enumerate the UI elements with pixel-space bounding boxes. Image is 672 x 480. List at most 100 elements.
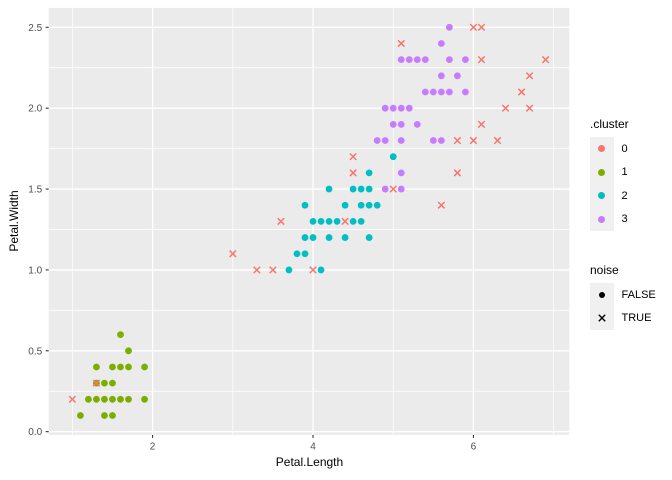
- data-point-cluster-1: [125, 347, 132, 355]
- data-point-noise-cluster-0: [277, 217, 285, 226]
- cluster-0-dot-icon: [598, 145, 606, 153]
- y-tick-label: 0.5: [28, 346, 42, 357]
- x-tick-label: 6: [471, 441, 477, 452]
- data-point-cluster-3: [421, 56, 429, 64]
- data-point-noise-cluster-0: [68, 395, 77, 404]
- data-point-noise-cluster-0: [469, 136, 478, 145]
- data-point-noise-cluster-0: [469, 23, 478, 32]
- data-point-cluster-2: [301, 250, 309, 258]
- data-point-cluster-3: [397, 137, 405, 144]
- data-point-cluster-1: [101, 395, 108, 403]
- data-point-cluster-1: [93, 363, 100, 371]
- y-axis-title: Petal.Width: [7, 190, 21, 252]
- data-point-noise-cluster-0: [349, 169, 357, 177]
- data-point-cluster-3: [437, 137, 445, 144]
- data-point-noise-cluster-0: [525, 72, 534, 80]
- panel-background: [48, 7, 570, 435]
- legend-cluster-items: 0 1 2 3: [590, 137, 629, 231]
- data-point-cluster-1: [101, 379, 108, 387]
- data-point-cluster-3: [405, 104, 413, 112]
- data-point-cluster-3: [437, 40, 445, 47]
- data-point-cluster-1: [117, 363, 124, 371]
- x-axis-title: Petal.Length: [275, 455, 344, 469]
- legend-cluster: .cluster 0 1 2 3: [590, 117, 629, 231]
- data-point-cluster-1: [117, 395, 124, 403]
- data-point-cluster-2: [317, 218, 325, 225]
- data-point-cluster-2: [309, 218, 317, 225]
- data-point-cluster-3: [389, 104, 397, 112]
- cluster-2-dot-icon: [598, 192, 606, 200]
- y-tick-label: 2.0: [28, 104, 42, 115]
- data-point-noise-cluster-0: [269, 266, 277, 274]
- data-point-noise-cluster-0: [397, 39, 405, 48]
- data-point-noise-cluster-0: [477, 120, 486, 129]
- legend-cluster-label: 2: [621, 189, 628, 202]
- data-point-noise-cluster-0: [453, 136, 462, 145]
- legend-cluster-label: 1: [621, 166, 628, 179]
- data-point-noise-cluster-0: [309, 266, 317, 274]
- legend-cluster-item-3: 3: [590, 207, 629, 231]
- cluster-3-dot-icon: [598, 215, 606, 223]
- data-point-cluster-3: [397, 185, 405, 193]
- y-tick-label: 2.5: [28, 23, 42, 34]
- data-point-cluster-3: [421, 88, 429, 96]
- data-point-cluster-2: [341, 201, 349, 209]
- legend-noise-title: noise: [590, 263, 619, 277]
- data-point-noise-cluster-0: [92, 379, 101, 387]
- data-point-cluster-1: [109, 363, 116, 371]
- data-point-cluster-3: [445, 23, 453, 31]
- data-point-cluster-3: [429, 137, 437, 144]
- cluster-1-dot-icon: [598, 168, 606, 176]
- data-point-noise-cluster-0: [349, 152, 357, 161]
- legend-key: [590, 137, 614, 161]
- data-point-cluster-2: [349, 185, 357, 193]
- data-point-cluster-2: [357, 185, 365, 193]
- legend-key: [590, 283, 614, 307]
- y-tick-label: 1.0: [28, 265, 42, 276]
- data-point-cluster-3: [397, 169, 405, 177]
- legend-noise: noise FALSE TRUE: [590, 263, 656, 330]
- data-point-cluster-2: [341, 234, 349, 241]
- data-point-noise-cluster-0: [341, 217, 349, 226]
- data-point-cluster-3: [389, 120, 397, 128]
- data-point-noise-cluster-0: [389, 185, 397, 193]
- data-point-cluster-3: [462, 88, 469, 96]
- data-point-cluster-1: [141, 395, 148, 403]
- data-point-cluster-1: [109, 379, 116, 387]
- data-point-noise-cluster-0: [477, 55, 486, 64]
- data-point-cluster-3: [397, 120, 405, 128]
- data-point-noise-cluster-0: [477, 23, 486, 32]
- data-point-cluster-2: [365, 185, 373, 193]
- data-point-cluster-3: [381, 104, 389, 112]
- data-point-cluster-3: [462, 56, 469, 64]
- data-point-cluster-2: [293, 250, 301, 258]
- data-point-cluster-2: [357, 201, 365, 209]
- x-tick-label: 4: [310, 441, 316, 452]
- data-point-cluster-2: [301, 234, 309, 241]
- data-point-cluster-2: [389, 153, 397, 161]
- data-point-cluster-2: [301, 201, 309, 209]
- data-point-cluster-2: [325, 185, 333, 193]
- data-point-cluster-2: [317, 266, 325, 274]
- data-point-cluster-2: [325, 234, 333, 241]
- data-point-cluster-3: [397, 56, 405, 64]
- legend-cluster-title: .cluster: [590, 117, 629, 131]
- legend-noise-label: FALSE: [621, 288, 656, 301]
- data-point-cluster-3: [381, 185, 389, 193]
- legend-cluster-item-2: 2: [590, 184, 629, 208]
- data-point-cluster-3: [413, 120, 421, 128]
- data-point-cluster-1: [141, 363, 148, 371]
- legend-noise-item-false: FALSE: [590, 283, 656, 307]
- legend-cluster-label: 3: [621, 213, 628, 226]
- legend-noise-label: TRUE: [621, 312, 652, 325]
- data-point-noise-cluster-0: [453, 169, 462, 177]
- data-point-noise-cluster-0: [229, 250, 237, 258]
- data-point-noise-cluster-0: [437, 201, 446, 209]
- data-point-cluster-2: [365, 234, 373, 241]
- data-point-cluster-2: [373, 201, 381, 209]
- legend-key: [590, 160, 614, 184]
- legend-cluster-label: 0: [621, 142, 628, 155]
- data-point-cluster-2: [357, 218, 365, 225]
- y-tick-label: 1.5: [28, 185, 42, 196]
